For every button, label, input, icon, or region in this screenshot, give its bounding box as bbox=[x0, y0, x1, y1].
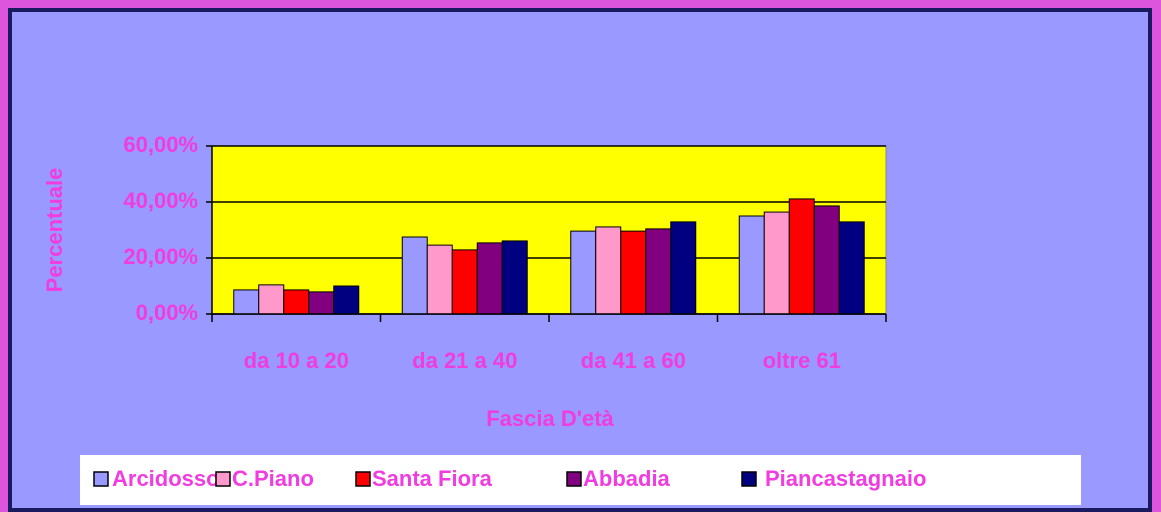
x-tick-label: da 41 a 60 bbox=[581, 348, 686, 373]
legend-label: Santa Fiora bbox=[372, 466, 493, 491]
bar bbox=[620, 230, 647, 315]
x-axis-title: Fascia D'età bbox=[486, 406, 614, 431]
x-tick-label: da 21 a 40 bbox=[412, 348, 517, 373]
y-tick-label: 40,00% bbox=[123, 188, 198, 213]
bar bbox=[738, 215, 765, 315]
x-tick-label: oltre 61 bbox=[763, 348, 841, 373]
legend-swatch bbox=[566, 471, 582, 487]
bar bbox=[788, 198, 815, 315]
bar bbox=[670, 221, 697, 315]
legend-label: C.Piano bbox=[232, 466, 314, 491]
bar bbox=[451, 249, 478, 315]
bar bbox=[501, 240, 528, 315]
bar bbox=[570, 230, 597, 315]
bar bbox=[258, 284, 285, 315]
bar bbox=[401, 236, 428, 315]
bar bbox=[426, 244, 453, 315]
legend-label: Arcidosso bbox=[112, 466, 220, 491]
y-tick-label: 20,00% bbox=[123, 244, 198, 269]
bar bbox=[595, 226, 622, 315]
bar bbox=[476, 242, 503, 315]
legend-label: Piancastagnaio bbox=[765, 466, 926, 491]
bar bbox=[333, 285, 360, 315]
bar bbox=[645, 228, 672, 315]
bar bbox=[763, 211, 790, 315]
bar bbox=[308, 291, 335, 315]
bar bbox=[838, 221, 865, 315]
legend-swatch bbox=[215, 471, 231, 487]
bar bbox=[283, 289, 310, 315]
x-tick-label: da 10 a 20 bbox=[244, 348, 349, 373]
legend-label: Abbadia bbox=[583, 466, 671, 491]
y-tick-label: 0,00% bbox=[136, 300, 198, 325]
bar bbox=[813, 205, 840, 315]
legend-swatch bbox=[355, 471, 371, 487]
y-axis-title: Percentuale bbox=[42, 168, 67, 293]
legend-swatch bbox=[741, 471, 757, 487]
y-tick-label: 60,00% bbox=[123, 132, 198, 157]
bar bbox=[233, 289, 260, 315]
legend-swatch bbox=[93, 471, 109, 487]
